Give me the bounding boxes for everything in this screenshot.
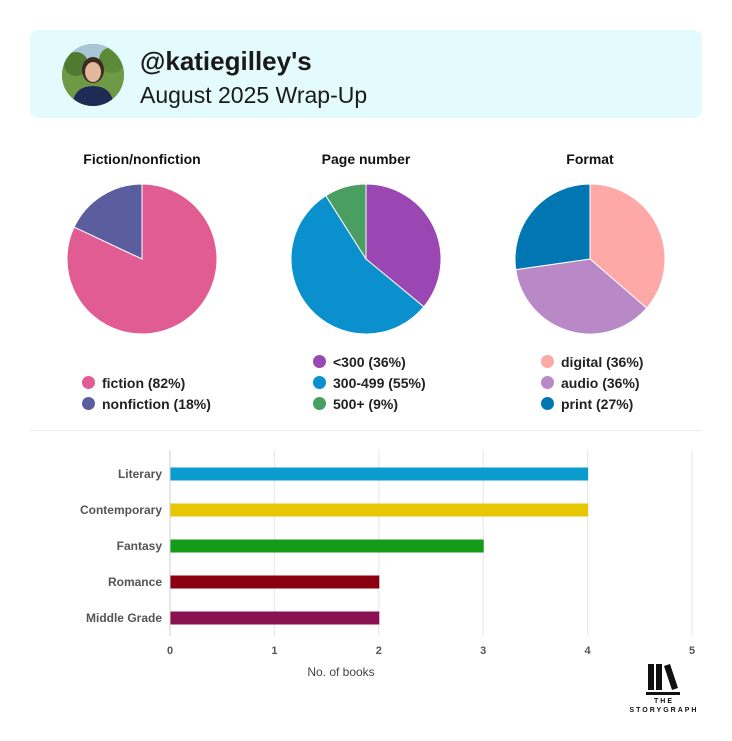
- legend-label: 300-499 (55%): [333, 374, 426, 391]
- legend-item: <300 (36%): [313, 351, 426, 372]
- genre-bar-chart: 0 1 2 3 4 5 Literary Contemporary Fantasy Romance…: [80, 450, 695, 679]
- pie-title-page-number: Page number: [321, 151, 411, 167]
- legend-item: digital (36%): [541, 351, 643, 372]
- pie-slice-0-1: [73, 183, 143, 260]
- x-tick-label: 1: [271, 645, 277, 657]
- legend-label: print (27%): [561, 395, 634, 412]
- legend-label: digital (36%): [561, 353, 644, 370]
- pie-slice-1-0: [365, 183, 442, 308]
- pie-slice-2-2: [514, 183, 591, 271]
- legend-label: 500+ (9%): [333, 395, 398, 412]
- legend-swatch: [313, 355, 326, 368]
- legend-item: audio (36%): [541, 372, 643, 393]
- section-divider: [30, 430, 702, 431]
- legend-swatch: [541, 355, 554, 368]
- legend-item: print (27%): [541, 393, 643, 414]
- legend-item: fiction (82%): [82, 372, 211, 393]
- legend-item: 500+ (9%): [313, 393, 426, 414]
- x-tick-label: 5: [689, 645, 695, 657]
- fiction-pie-chart: [66, 183, 218, 335]
- page-number-pie-chart: [290, 183, 442, 335]
- storygraph-logo-icon: [646, 664, 680, 695]
- x-axis-label: No. of books: [307, 665, 374, 679]
- legend-label: fiction (82%): [102, 374, 186, 391]
- storygraph-logo: THE STORYGRAPH: [626, 662, 702, 722]
- bar: [170, 503, 589, 517]
- bar: [170, 539, 484, 553]
- x-tick-label: 2: [376, 645, 382, 657]
- wrap-up-title: August 2025 Wrap-Up: [140, 82, 368, 108]
- fiction-legend: fiction (82%) nonfiction (18%): [82, 372, 211, 414]
- avatar: [62, 44, 124, 106]
- format-pie-chart: [514, 183, 666, 335]
- x-tick-label: 3: [480, 645, 486, 657]
- username: @katiegilley's: [140, 46, 312, 76]
- category-label: Literary: [118, 467, 162, 481]
- page-number-legend: <300 (36%) 300-499 (55%) 500+ (9%): [313, 351, 426, 414]
- category-label: Romance: [108, 575, 162, 589]
- legend-label: audio (36%): [561, 374, 640, 391]
- category-label: Contemporary: [80, 503, 162, 517]
- bar: [170, 467, 589, 481]
- legend-swatch: [541, 376, 554, 389]
- legend-label: <300 (36%): [333, 353, 406, 370]
- legend-item: nonfiction (18%): [82, 393, 211, 414]
- logo-text-the: THE: [654, 698, 674, 705]
- legend-swatch: [313, 376, 326, 389]
- logo-text-storygraph: STORYGRAPH: [629, 707, 699, 714]
- legend-label: nonfiction (18%): [102, 395, 211, 412]
- bar: [170, 575, 380, 589]
- wrap-up-header: @katiegilley's August 2025 Wrap-Up: [30, 30, 702, 118]
- legend-swatch: [82, 397, 95, 410]
- x-tick-label: 0: [167, 645, 173, 657]
- category-label: Fantasy: [117, 539, 163, 553]
- legend-swatch: [541, 397, 554, 410]
- pie-title-fiction: Fiction/nonfiction: [83, 151, 201, 167]
- format-legend: digital (36%) audio (36%) print (27%): [541, 351, 643, 414]
- legend-swatch: [313, 397, 326, 410]
- pie-slice-2-0: [589, 183, 666, 309]
- pie-slice-2-1: [515, 258, 648, 335]
- x-tick-label: 4: [585, 645, 592, 657]
- pie-slice-1-1: [290, 194, 425, 335]
- category-label: Middle Grade: [86, 611, 162, 625]
- legend-swatch: [82, 376, 95, 389]
- pie-slice-1-2: [325, 183, 367, 261]
- bar: [170, 611, 380, 625]
- legend-item: 300-499 (55%): [313, 372, 426, 393]
- pie-title-format: Format: [566, 151, 614, 167]
